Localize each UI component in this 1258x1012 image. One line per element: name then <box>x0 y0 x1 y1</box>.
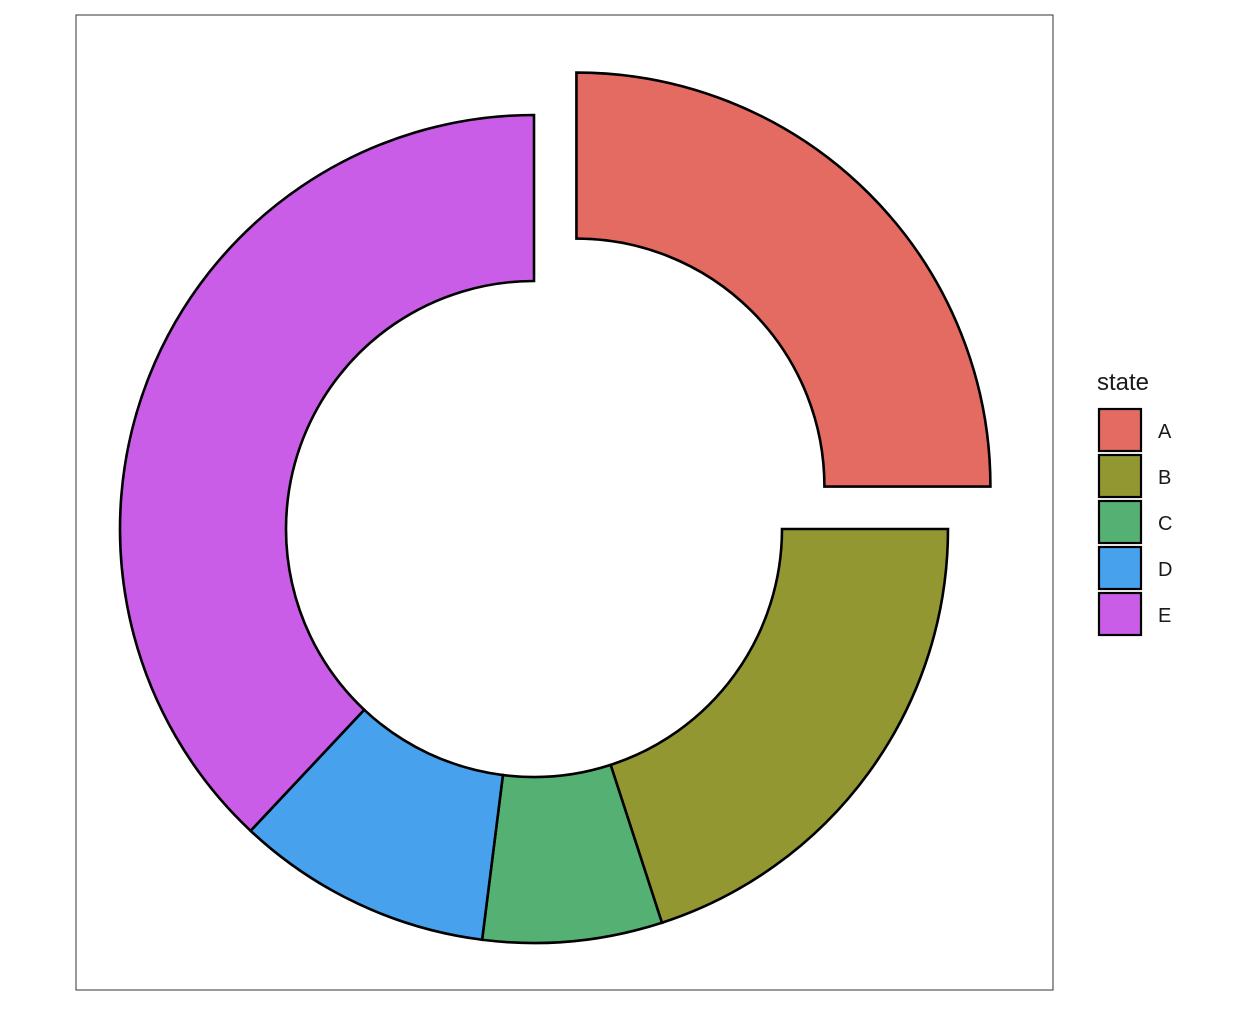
legend-key-a <box>1097 407 1143 453</box>
legend-label-d: D <box>1158 559 1172 581</box>
legend-label-b: B <box>1158 467 1171 489</box>
legend-items: A B C D E <box>1097 407 1172 637</box>
slice-e <box>118 113 536 833</box>
slice-a <box>575 71 992 488</box>
legend-key-d <box>1097 545 1143 591</box>
donut-slices <box>118 71 992 945</box>
slice-b <box>609 527 950 925</box>
legend-label-a: A <box>1158 421 1172 443</box>
legend-label-c: C <box>1158 513 1172 535</box>
legend-key-b <box>1097 453 1143 499</box>
legend-key-c <box>1097 499 1143 545</box>
legend-title: state <box>1097 369 1149 396</box>
legend-key-e <box>1097 591 1143 637</box>
legend-label-e: E <box>1158 605 1171 627</box>
legend: state A B C D E <box>1097 369 1172 637</box>
